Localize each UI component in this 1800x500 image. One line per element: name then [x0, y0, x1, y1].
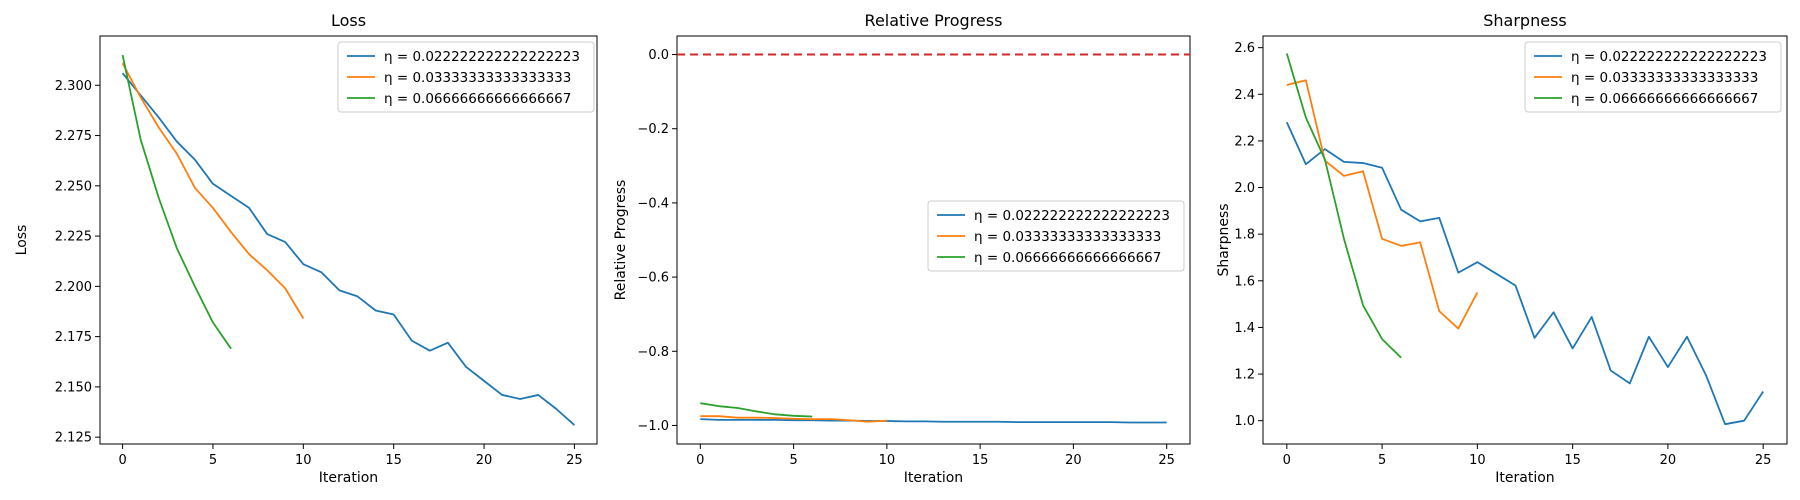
series-line-2 — [1285, 53, 1402, 359]
x-axis-label: Iteration — [1495, 470, 1554, 486]
x-tick-label: 10 — [879, 453, 896, 468]
series-line-2 — [121, 54, 232, 350]
y-tick-label: 0.0 — [648, 48, 669, 63]
y-tick-label: −0.2 — [637, 122, 669, 137]
y-tick-label: 1.4 — [1234, 321, 1255, 336]
series-line-2 — [700, 402, 813, 418]
y-tick-label: 2.300 — [55, 79, 92, 94]
chart-title: Sharpness — [1483, 11, 1567, 30]
y-tick-label: 2.2 — [1234, 134, 1255, 149]
legend-label: η = 0.022222222222222223 — [384, 49, 580, 65]
legend-box — [927, 200, 1185, 272]
x-axis-label: Iteration — [319, 470, 378, 486]
series-line-1 — [121, 62, 305, 319]
y-tick-label: 2.275 — [55, 129, 92, 144]
y-tick-label: 2.150 — [55, 380, 92, 395]
x-tick-label: 25 — [1158, 453, 1175, 468]
chart-panel-1: 0 5 10 15 20 25 −1.0 −0.8 −0.6 −0.4 −0.2 0.0 Relativ… — [613, 11, 1191, 486]
legend-box — [1524, 41, 1782, 113]
y-tick-label: 1.2 — [1234, 368, 1255, 383]
series-line-0 — [1286, 121, 1764, 426]
x-axis-label: Iteration — [904, 470, 963, 486]
y-tick-label: −0.8 — [637, 345, 669, 360]
y-tick-label: 2.6 — [1234, 41, 1255, 56]
x-tick-label: 15 — [1564, 453, 1581, 468]
x-tick-label: 5 — [209, 453, 217, 468]
legend-label: η = 0.06666666666666667 — [1571, 91, 1758, 107]
y-tick-label: −1.0 — [637, 419, 669, 434]
chart-panel-0: 0 5 10 15 20 25 2.125 2.150 2.175 2.200 2.225 2.250… — [14, 11, 598, 486]
y-tick-label: 2.125 — [55, 431, 92, 446]
series-line-0 — [121, 72, 576, 426]
y-tick-label: 1.0 — [1234, 414, 1255, 429]
legend: η = 0.022222222222222223 η = 0.0333333333… — [1524, 41, 1782, 113]
x-tick-label: 20 — [476, 453, 493, 468]
series-line-1 — [700, 415, 887, 423]
y-axis-label: Relative Progress — [613, 180, 629, 301]
chart-panel-2: 0 5 10 15 20 25 1.0 1.2 1.4 1.6 1.8 2.0 2.2 2.4 2.6 Sha… — [1216, 11, 1788, 486]
legend-label: η = 0.03333333333333333 — [1571, 70, 1758, 86]
chart-title: Relative Progress — [865, 11, 1003, 30]
legend: η = 0.022222222222222223 η = 0.0333333333… — [927, 200, 1185, 272]
y-tick-label: 2.4 — [1234, 88, 1255, 103]
y-tick-label: 1.8 — [1234, 228, 1255, 243]
series-line-0 — [700, 418, 1167, 424]
legend-label: η = 0.022222222222222223 — [1571, 49, 1767, 65]
y-tick-label: 2.175 — [55, 330, 92, 345]
legend-box — [337, 41, 595, 113]
legend-label: η = 0.06666666666666667 — [384, 91, 571, 107]
y-axis-label: Loss — [14, 225, 30, 256]
x-tick-label: 20 — [1065, 453, 1082, 468]
x-tick-label: 15 — [972, 453, 989, 468]
x-tick-label: 0 — [1283, 453, 1291, 468]
y-tick-label: 2.200 — [55, 280, 92, 295]
chart-title: Loss — [331, 11, 366, 30]
x-tick-label: 15 — [385, 453, 402, 468]
legend: η = 0.022222222222222223 η = 0.0333333333… — [337, 41, 595, 113]
x-tick-label: 0 — [118, 453, 126, 468]
x-tick-label: 10 — [1469, 453, 1486, 468]
y-tick-label: −0.4 — [637, 196, 669, 211]
legend-label: η = 0.06666666666666667 — [974, 250, 1161, 266]
x-tick-label: 25 — [1755, 453, 1772, 468]
y-tick-label: 2.250 — [55, 179, 92, 194]
x-tick-label: 10 — [295, 453, 312, 468]
x-tick-label: 5 — [789, 453, 797, 468]
legend-label: η = 0.03333333333333333 — [384, 70, 571, 86]
y-tick-label: 2.225 — [55, 230, 92, 245]
y-tick-label: 2.0 — [1234, 181, 1255, 196]
y-tick-label: −0.6 — [637, 271, 669, 286]
legend-label: η = 0.022222222222222223 — [974, 208, 1170, 224]
x-tick-label: 5 — [1378, 453, 1386, 468]
x-tick-label: 20 — [1660, 453, 1677, 468]
x-tick-label: 0 — [696, 453, 704, 468]
legend-label: η = 0.03333333333333333 — [974, 229, 1161, 245]
y-axis-label: Sharpness — [1216, 203, 1232, 276]
y-tick-label: 1.6 — [1234, 274, 1255, 289]
x-tick-label: 25 — [566, 453, 583, 468]
series-line-1 — [1286, 79, 1479, 330]
